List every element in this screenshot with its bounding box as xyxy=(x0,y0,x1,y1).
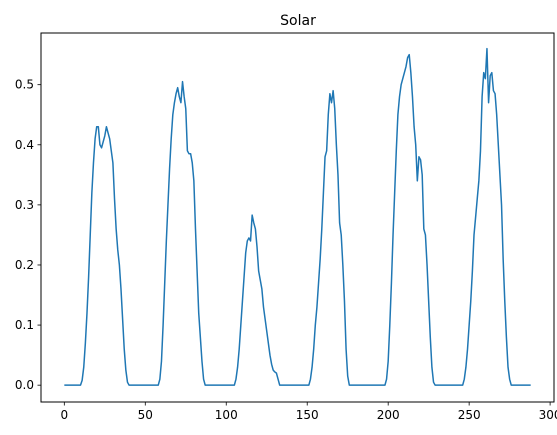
y-tick-label: 0.0 xyxy=(15,378,34,392)
x-tick-label: 150 xyxy=(296,408,319,422)
x-axis: 0 50 100 150 200 250 300 xyxy=(60,402,557,422)
plot-area xyxy=(64,47,531,386)
x-tick-label: 0 xyxy=(60,408,68,422)
chart-title: Solar xyxy=(280,13,316,29)
y-tick-label: 0.1 xyxy=(15,318,34,332)
axes-frame xyxy=(40,32,555,403)
x-tick-label: 300 xyxy=(539,408,557,422)
y-tick-label: 0.5 xyxy=(15,78,34,92)
y-tick-label: 0.2 xyxy=(15,258,34,272)
x-tick-label: 250 xyxy=(458,408,481,422)
x-tick-label: 200 xyxy=(377,408,400,422)
series-line-0 xyxy=(64,47,531,386)
y-tick-label: 0.4 xyxy=(15,138,34,152)
x-tick-label: 50 xyxy=(138,408,153,422)
y-axis: 0.0 0.1 0.2 0.3 0.4 0.5 xyxy=(15,78,41,392)
x-tick-label: 100 xyxy=(215,408,238,422)
y-tick-label: 0.3 xyxy=(15,198,34,212)
